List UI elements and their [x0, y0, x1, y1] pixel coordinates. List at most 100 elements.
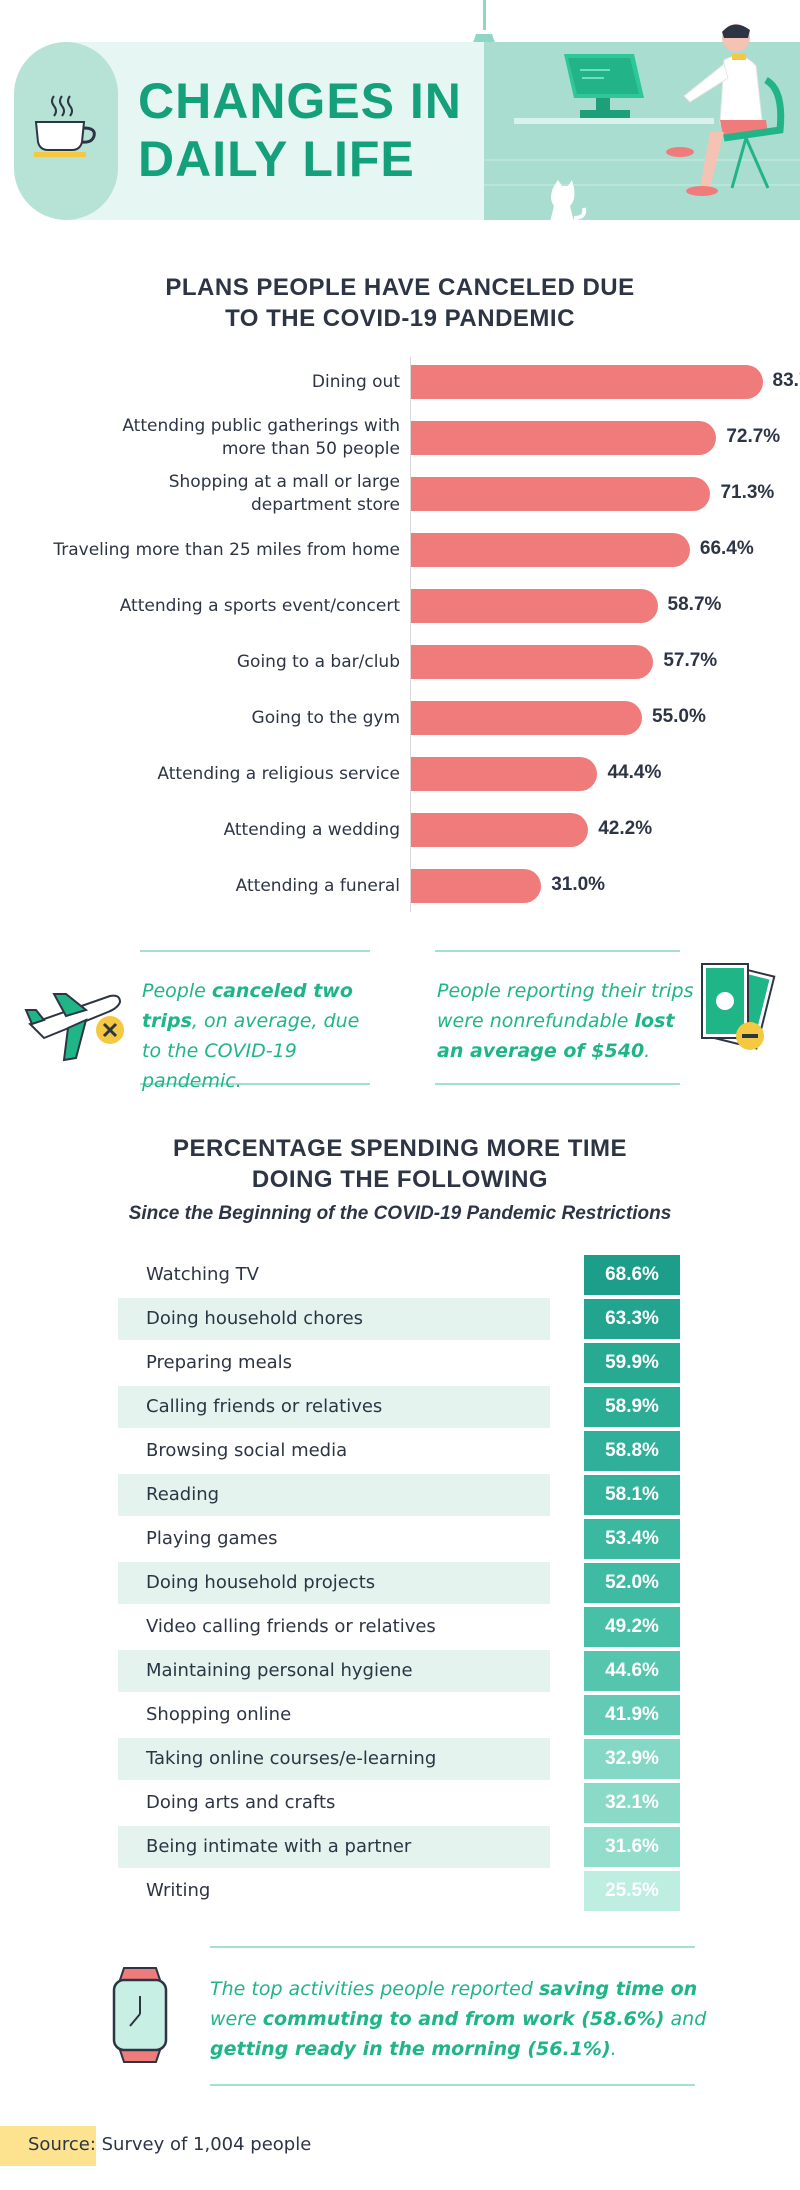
canceled-plans-title: PLANS PEOPLE HAVE CANCELED DUE TO THE CO…: [0, 272, 800, 334]
title-line-1: CHANGES IN: [138, 73, 462, 129]
table-row: Calling friends or relatives: [118, 1386, 550, 1428]
bar-category-label: Attending public gatherings with more tha…: [40, 415, 400, 461]
note-bold-1: saving time on: [538, 1978, 698, 2000]
bar-category-label-line: department store: [251, 495, 400, 515]
callout-left-pre: People: [142, 980, 212, 1002]
airplane-cancel-icon: [24, 993, 124, 1062]
table-row: Browsing social media: [118, 1430, 550, 1472]
table-row-label: Doing household chores: [146, 1308, 364, 1329]
smartwatch-icon: [112, 1967, 168, 2063]
callout-left-post: , on average, due to the COVID-19 pandem…: [142, 1010, 360, 1092]
table-row-value: 32.1%: [584, 1783, 680, 1823]
bar-category-label-line: more than 50 people: [221, 439, 400, 459]
note-rule-top: [210, 1946, 695, 1948]
bar: [411, 477, 711, 511]
callout-left-rule-bottom: [140, 1083, 370, 1085]
note-bold-2: commuting to and from work (58.6%): [262, 2008, 665, 2030]
bar: [411, 421, 717, 455]
table-row-label: Playing games: [146, 1528, 278, 1549]
source-label: Source:: [28, 2134, 96, 2155]
bar: [411, 701, 642, 735]
table-row-value: 53.4%: [584, 1519, 680, 1559]
bar-value-label: 66.4%: [699, 538, 754, 559]
table-row: Doing arts and crafts: [118, 1782, 550, 1824]
page-title: CHANGES IN DAILY LIFE: [138, 72, 478, 188]
table-row: Taking online courses/e-learning: [118, 1738, 550, 1780]
note-text-4: .: [610, 2038, 617, 2060]
spending-title-line-1: PERCENTAGE SPENDING MORE TIME: [172, 1135, 628, 1162]
table-row: Video calling friends or relatives: [118, 1606, 550, 1648]
bar-category-label-line: Going to the gym: [251, 707, 400, 728]
table-row-label: Browsing social media: [146, 1440, 348, 1461]
callout-nonrefundable: People reporting their trips were nonref…: [437, 976, 697, 1066]
bar-category-label: Shopping at a mall or large department st…: [40, 471, 400, 517]
callout-left-bold: canceled two trips: [142, 980, 353, 1032]
source-highlight: [0, 2126, 96, 2166]
table-row-label: Calling friends or relatives: [146, 1396, 383, 1417]
bar-category-label-line: Attending public gatherings with: [122, 416, 400, 436]
note-rule-bottom: [210, 2084, 695, 2086]
note-bold-3: getting ready in the morning (56.1%): [210, 2038, 611, 2060]
time-saving-note: The top activities people reported savin…: [210, 1974, 710, 2064]
table-row: Maintaining personal hygiene: [118, 1650, 550, 1692]
lamp-cord: [483, 0, 486, 30]
bar-category-label-line: Shopping at a mall or large: [168, 472, 400, 492]
coffee-mug-icon: [34, 95, 96, 157]
table-row-value: 58.1%: [584, 1475, 680, 1515]
table-row: Writing: [118, 1870, 550, 1912]
money-minus-icon: [701, 963, 776, 1050]
callout-right-bold: lost an average of $540: [437, 1010, 675, 1062]
table-row-value: 25.5%: [584, 1871, 680, 1911]
table-row-label: Being intimate with a partner: [146, 1836, 412, 1857]
bar: [411, 869, 542, 903]
table-row-value: 41.9%: [584, 1695, 680, 1735]
bar-value-label: 55.0%: [652, 706, 706, 727]
table-row-label: Reading: [146, 1484, 220, 1505]
source-line: Source: Survey of 1,004 people: [0, 2126, 400, 2166]
table-row: Watching TV: [118, 1254, 550, 1296]
cat-icon: [550, 180, 587, 222]
bar-category-label: Attending a religious service: [40, 763, 400, 786]
spending-subtitle: Since the Beginning of the COVID-19 Pand…: [128, 1203, 672, 1224]
table-row: Reading: [118, 1474, 550, 1516]
table-row-label: Doing household projects: [146, 1572, 376, 1593]
table-row: Doing household chores: [118, 1298, 550, 1340]
table-row-value: 58.8%: [584, 1431, 680, 1471]
table-row-label: Shopping online: [146, 1704, 292, 1725]
table-row-label: Preparing meals: [146, 1352, 293, 1373]
header-banner: CHANGES IN DAILY LIFE: [0, 0, 800, 225]
table-row-value: 59.9%: [584, 1343, 680, 1383]
bar-category-label: Traveling more than 25 miles from home: [40, 539, 400, 562]
table-row: Playing games: [118, 1518, 550, 1560]
bar-value-label: 57.7%: [663, 650, 718, 671]
table-row: Doing household projects: [118, 1562, 550, 1604]
bar-value-label: 83.7%: [772, 370, 800, 391]
table-row-value: 49.2%: [584, 1607, 680, 1647]
bar-category-label-line: Attending a wedding: [223, 819, 400, 840]
bar-category-label: Going to the gym: [40, 707, 400, 730]
canceled-title-line-1: PLANS PEOPLE HAVE CANCELED DUE: [165, 274, 635, 301]
bar-category-label-line: Attending a religious service: [157, 763, 400, 784]
callout-right-rule-bottom: [435, 1083, 680, 1085]
table-row-value: 52.0%: [584, 1563, 680, 1603]
table-row-label: Maintaining personal hygiene: [146, 1660, 413, 1681]
table-row-value: 31.6%: [584, 1827, 680, 1867]
table-row-label: Watching TV: [146, 1264, 259, 1285]
bar: [411, 589, 658, 623]
callout-left-rule-top: [140, 950, 370, 952]
bar: [411, 533, 690, 567]
source-value: Survey of 1,004 people: [101, 2134, 312, 2155]
bar: [411, 813, 589, 847]
chart-axis-line: [410, 357, 411, 912]
table-row-label: Writing: [146, 1880, 211, 1901]
bar-category-label-line: Traveling more than 25 miles from home: [53, 539, 400, 560]
callout-trips-canceled: People canceled two trips, on average, d…: [142, 976, 382, 1096]
bar-value-label: 72.7%: [726, 426, 781, 447]
table-row-label: Video calling friends or relatives: [146, 1616, 436, 1637]
source-text: Source: Survey of 1,004 people: [28, 2134, 311, 2155]
bar-category-label: Dining out: [40, 371, 400, 394]
bar-category-label: Attending a sports event/concert: [40, 595, 400, 618]
bar-category-label-line: Dining out: [311, 371, 400, 392]
note-text-2: were: [210, 2008, 263, 2030]
bar-value-label: 71.3%: [720, 482, 775, 503]
